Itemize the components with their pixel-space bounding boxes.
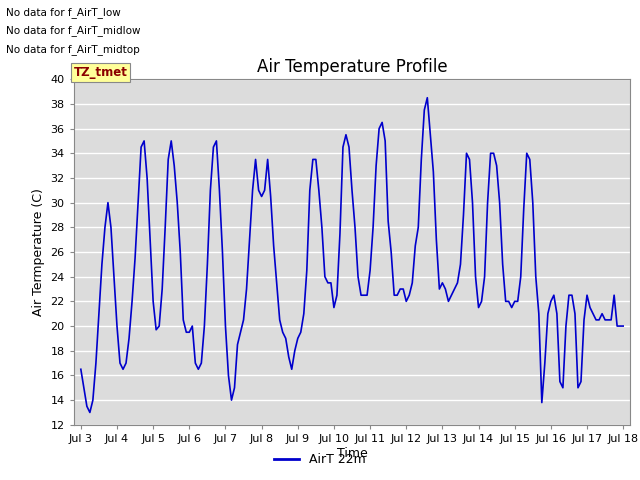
- Text: TZ_tmet: TZ_tmet: [74, 66, 127, 79]
- Legend: AirT 22m: AirT 22m: [269, 448, 371, 471]
- Text: No data for f_AirT_midlow: No data for f_AirT_midlow: [6, 25, 141, 36]
- X-axis label: Time: Time: [337, 446, 367, 460]
- Title: Air Temperature Profile: Air Temperature Profile: [257, 58, 447, 76]
- Y-axis label: Air Termperature (C): Air Termperature (C): [32, 188, 45, 316]
- Text: No data for f_AirT_low: No data for f_AirT_low: [6, 7, 121, 18]
- Text: No data for f_AirT_midtop: No data for f_AirT_midtop: [6, 44, 140, 55]
